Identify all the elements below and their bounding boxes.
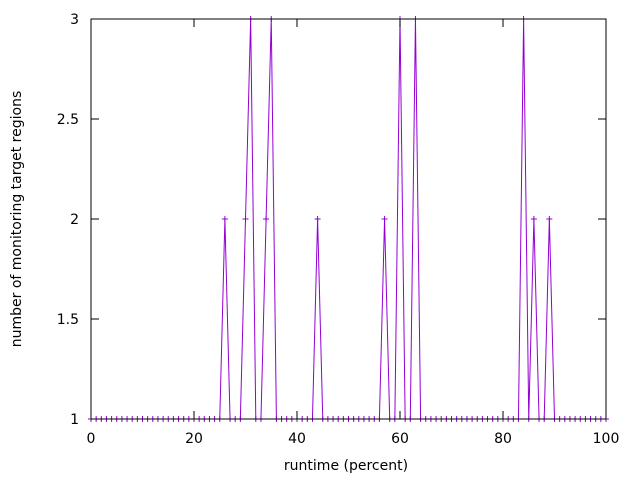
data-point-marker	[263, 216, 270, 222]
x-tick-label: 60	[391, 431, 409, 447]
data-point-marker	[381, 216, 388, 222]
y-axis-label: number of monitoring target regions	[9, 91, 25, 348]
tick-layer: 0 20 40 60 80 100 1 1.5 2 2.5 3	[57, 12, 620, 447]
y-tick-label: 3	[70, 12, 79, 28]
data-point-marker	[314, 216, 321, 222]
x-tick-label: 80	[494, 431, 512, 447]
x-tick-label: 20	[185, 431, 203, 447]
y-tick-label: 2.5	[57, 112, 79, 128]
y-tick-label: 1.5	[57, 312, 79, 328]
x-tick-label: 40	[288, 431, 306, 447]
data-point-marker	[221, 216, 228, 222]
data-point-marker	[242, 216, 249, 222]
data-point-marker	[530, 216, 537, 222]
x-axis-label: runtime (percent)	[284, 458, 408, 474]
y-tick-label: 1	[70, 412, 79, 428]
x-tick-label: 100	[593, 431, 620, 447]
data-point-marker	[546, 216, 553, 222]
x-tick-label: 0	[87, 431, 96, 447]
y-tick-label: 2	[70, 212, 79, 228]
